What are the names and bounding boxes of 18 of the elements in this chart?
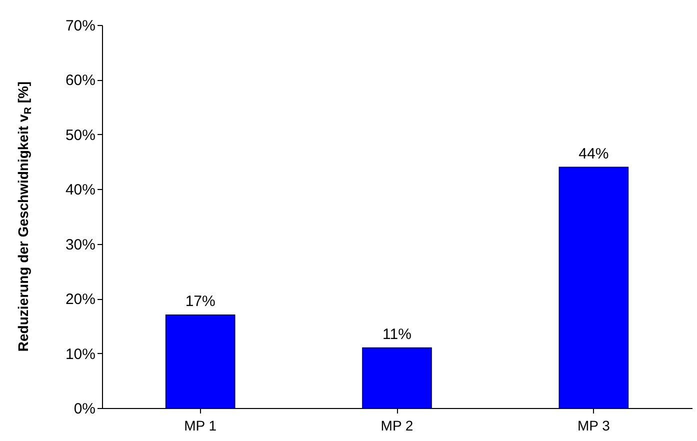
data-label: 17% [185,292,216,310]
y-tick-label: 30% [65,236,96,254]
x-tick-label: MP 1 [184,418,217,434]
data-label: 11% [382,326,412,343]
y-tick-label: 50% [65,126,96,144]
y-tick-label: 40% [65,182,96,199]
x-tick-label: MP 3 [577,418,610,434]
y-tick-label: 0% [74,400,96,418]
y-tick-label: 20% [65,291,96,308]
bar [362,347,432,408]
y-axis-title: Reduzierung der Geschwidnigkeit vR [%] [15,81,34,352]
bar [558,166,629,408]
bar [165,314,236,408]
y-tick-label: 70% [65,18,96,34]
data-label: 44% [578,145,609,162]
x-tick-label: MP 2 [380,418,414,434]
y-tick-label: 60% [65,72,96,90]
y-tick-label: 10% [65,346,96,363]
